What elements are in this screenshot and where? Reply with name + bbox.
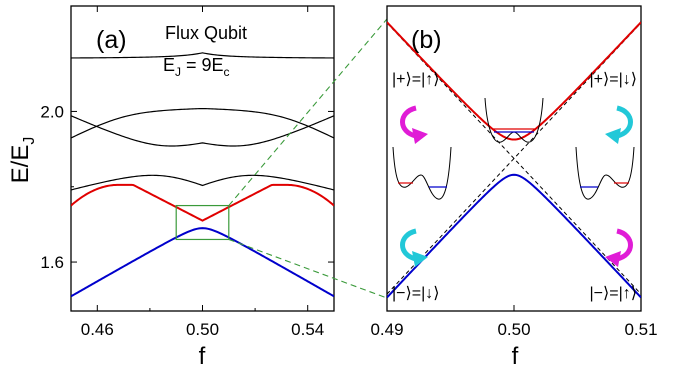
- level-first-excited-red: [71, 183, 334, 222]
- zoom-box: [175, 204, 230, 241]
- annotation-param: EJ = 9Ec: [163, 55, 230, 79]
- level-black-4: [71, 52, 334, 59]
- panel-a-label: (a): [96, 26, 127, 54]
- panel-a-ylabel: E/EJ: [7, 137, 38, 184]
- rotation-arrow-magenta-top-left: [400, 105, 428, 144]
- state-label-bottom-left: |−⟩=|↓⟩: [392, 285, 439, 302]
- zoom-connector-bottom: [228, 238, 388, 299]
- level-ground-blue: [387, 173, 641, 299]
- x-tick-label: 0.49: [370, 320, 403, 339]
- panel-b: 0.49 0.50 0.51 (b) f |+⟩=|↑⟩ |+⟩=|↓⟩ |−⟩=|…: [370, 5, 658, 370]
- state-label-top-right: |+⟩=|↓⟩: [590, 71, 637, 88]
- double-well-curve: [575, 146, 635, 200]
- panel-b-xlabel: f: [512, 343, 519, 370]
- panel-b-label: (b): [411, 26, 442, 54]
- level-excited-red: [387, 21, 641, 141]
- panel-a: 0.46 0.50 0.54 1.6 2.0 (a) Flux Qubit EJ = 9…: [7, 5, 335, 370]
- panel-a-ticks: 0.46 0.50 0.54 1.6 2.0: [40, 6, 334, 339]
- state-label-top-left: |+⟩=|↑⟩: [392, 71, 439, 88]
- level-black-3: [71, 107, 334, 139]
- panel-a-curves: [71, 52, 334, 298]
- panel-a-xlabel: f: [199, 343, 206, 370]
- diabatic-line-2: [387, 22, 641, 295]
- potential-inset-left: [392, 146, 452, 200]
- y-tick-label: 1.6: [40, 253, 64, 272]
- level-black-2: [71, 115, 334, 147]
- x-tick-label: 0.54: [291, 320, 324, 339]
- x-tick-label: 0.51: [624, 320, 657, 339]
- potential-inset-right: [575, 146, 635, 200]
- x-tick-label: 0.50: [186, 320, 219, 339]
- potential-inset-center: [484, 97, 544, 143]
- level-black-1: [71, 174, 334, 191]
- double-well-curve: [484, 97, 544, 143]
- rotation-arrow-magenta-bottom-right: [605, 228, 633, 267]
- double-well-curve: [392, 146, 452, 200]
- panel-b-curves: [387, 21, 641, 299]
- state-label-bottom-right: |−⟩=|↑⟩: [590, 285, 637, 302]
- annotation-title: Flux Qubit: [165, 23, 247, 43]
- panel-b-ticks: 0.49 0.50 0.51: [370, 6, 658, 339]
- rotation-arrow-cyan-bottom-left: [400, 228, 428, 267]
- level-ground-blue: [71, 227, 334, 298]
- rotation-arrow-cyan-top-right: [605, 105, 633, 144]
- x-tick-label: 0.46: [81, 320, 114, 339]
- y-tick-label: 2.0: [40, 102, 64, 121]
- zoom-connectors: [228, 18, 388, 299]
- zoom-connector-top: [228, 18, 388, 206]
- x-tick-label: 0.50: [497, 320, 530, 339]
